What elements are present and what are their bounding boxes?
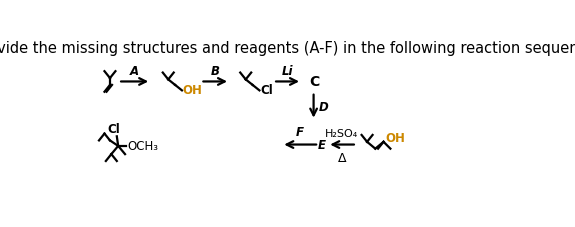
Text: Cl: Cl — [108, 122, 120, 135]
Text: OCH₃: OCH₃ — [127, 140, 158, 153]
Text: H₂SO₄: H₂SO₄ — [325, 129, 358, 139]
Text: OH: OH — [385, 132, 405, 145]
Text: Cl: Cl — [260, 83, 273, 96]
Text: F: F — [296, 126, 304, 139]
Text: Δ: Δ — [338, 151, 346, 164]
Text: OH: OH — [183, 83, 202, 96]
Text: A: A — [130, 64, 139, 77]
Text: E: E — [318, 138, 326, 151]
Text: C: C — [309, 75, 319, 89]
Text: Li: Li — [282, 64, 293, 77]
Text: B: B — [210, 64, 220, 77]
Text: D: D — [319, 100, 329, 113]
Text: Provide the missing structures and reagents (A-F) in the following reaction sequ: Provide the missing structures and reage… — [0, 41, 575, 56]
